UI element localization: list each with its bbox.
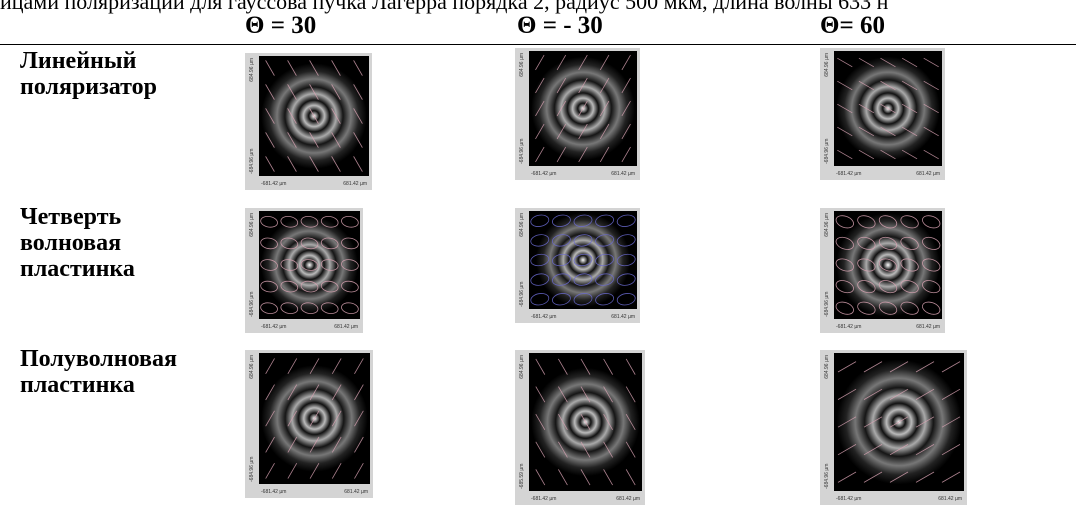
beam-image: 684.96 µm -684.96 µm -681.42 µm 681.42 µm xyxy=(820,208,945,333)
row-label: Линейныйполяризатор xyxy=(20,48,157,100)
caption: ицами поляризации для гауссова пучка Лаг… xyxy=(0,0,888,15)
column-header: Θ= 60 xyxy=(820,12,885,40)
x-axis-label: 681.42 µm xyxy=(916,171,940,177)
x-axis-label: -681.42 µm xyxy=(531,314,556,320)
beam-rings xyxy=(836,213,940,317)
y-axis-label: 684.96 µm xyxy=(519,53,525,77)
y-axis-label: -684.96 µm xyxy=(249,292,255,317)
x-axis-label: -681.42 µm xyxy=(836,171,861,177)
x-axis-label: 681.42 µm xyxy=(938,496,962,502)
beam-image: 684.96 µm -684.96 µm -681.42 µm 681.42 µm xyxy=(245,350,373,498)
y-axis-label: -684.96 µm xyxy=(824,292,830,317)
beam-image: 684.96 µm -684.96 µm -681.42 µm 681.42 µm xyxy=(245,53,372,190)
y-axis-label: -684.96 µm xyxy=(824,139,830,164)
beam-image: 684.96 µm -684.96 µm -681.42 µm 681.42 µm xyxy=(245,208,363,333)
y-axis-label: -685.59 µm xyxy=(519,464,525,489)
y-axis-label: -684.96 µm xyxy=(249,457,255,482)
x-axis-label: -681.42 µm xyxy=(261,181,286,187)
x-axis-label: 681.42 µm xyxy=(344,489,368,495)
y-axis-label: -684.96 µm xyxy=(824,464,830,489)
x-axis-label: -681.42 µm xyxy=(261,324,286,330)
y-axis-label: -684.96 µm xyxy=(519,282,525,307)
row-label-line: волновая xyxy=(20,230,135,256)
row-label-line: поляризатор xyxy=(20,74,157,100)
x-axis-label: 681.42 µm xyxy=(916,324,940,330)
y-axis-label: 684.96 µm xyxy=(824,213,830,237)
x-axis-label: 681.42 µm xyxy=(334,324,358,330)
column-header: Θ = - 30 xyxy=(517,12,603,40)
row-label-line: Линейный xyxy=(20,48,157,74)
y-axis-label: 684.96 µm xyxy=(824,53,830,77)
y-axis-label: -684.96 µm xyxy=(249,149,255,174)
beam-image: 684.96 µm -685.59 µm -681.42 µm 681.42 µm xyxy=(515,350,645,505)
document-page: ицами поляризации для гауссова пучка Лаг… xyxy=(0,0,1076,514)
row-label-line: пластинка xyxy=(20,256,135,282)
x-axis-label: 681.42 µm xyxy=(611,314,635,320)
beam-image: 684.96 µm -684.96 µm -681.42 µm 681.42 µm xyxy=(515,208,640,323)
x-axis-label: -681.42 µm xyxy=(531,171,556,177)
beam-image: 684.96 µm -684.96 µm -681.42 µm 681.42 µm xyxy=(515,48,640,180)
row-label-line: Четверть xyxy=(20,204,135,230)
y-axis-label: 684.96 µm xyxy=(249,213,255,237)
row-label-line: Полуволновая xyxy=(20,346,177,372)
beam-rings xyxy=(261,217,358,314)
beam-rings xyxy=(536,213,630,307)
header-rule xyxy=(0,44,1076,45)
y-axis-label: 684.96 µm xyxy=(249,58,255,82)
y-axis-label: 684.96 µm xyxy=(519,355,525,379)
beam-image: 684.96 µm -684.96 µm -681.42 µm 681.42 µm xyxy=(820,48,945,180)
x-axis-label: -681.42 µm xyxy=(531,496,556,502)
y-axis-label: -684.96 µm xyxy=(519,139,525,164)
column-header: Θ = 30 xyxy=(245,12,316,40)
x-axis-label: -681.42 µm xyxy=(836,324,861,330)
x-axis-label: -681.42 µm xyxy=(836,496,861,502)
x-axis-label: 681.42 µm xyxy=(343,181,367,187)
x-axis-label: 681.42 µm xyxy=(611,171,635,177)
beam-image: 684.96 µm -684.96 µm -681.42 µm 681.42 µm xyxy=(820,350,967,505)
y-axis-label: 684.96 µm xyxy=(249,355,255,379)
y-axis-label: 684.96 µm xyxy=(519,213,525,237)
x-axis-label: -681.42 µm xyxy=(261,489,286,495)
row-label-line: пластинка xyxy=(20,372,177,398)
y-axis-label: 684.96 µm xyxy=(824,355,830,379)
x-axis-label: 681.42 µm xyxy=(616,496,640,502)
